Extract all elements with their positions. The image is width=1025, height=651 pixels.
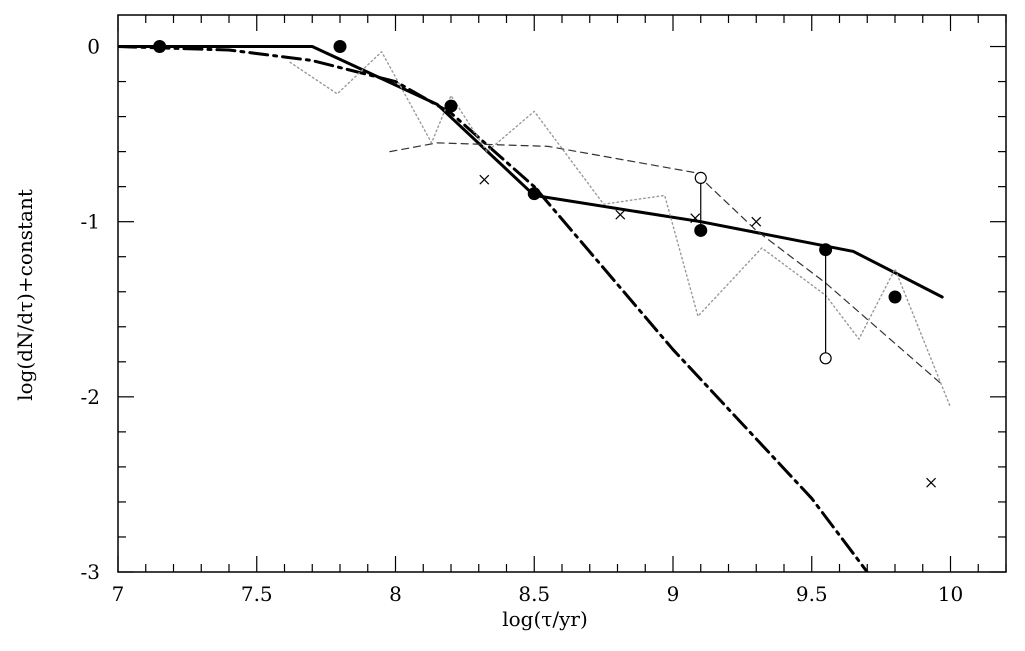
- series-line-dashed: [389, 142, 943, 386]
- tick-labels: 7 7.5 8 8.5 9 9.5 10 0 -1 -2 -3: [81, 35, 964, 606]
- y-tick-label: -2: [81, 385, 100, 409]
- y-tick-label: -1: [81, 210, 100, 234]
- filled-circle-point: [527, 187, 541, 201]
- x-tick-label: 9: [667, 582, 680, 606]
- x-axis-title: log(τ/yr): [502, 607, 588, 631]
- series-line-solid-thick: [118, 45, 944, 299]
- x-tick-label: 8.5: [518, 582, 550, 606]
- cross-point: [926, 477, 936, 488]
- filled-circle-point: [888, 290, 902, 304]
- filled-circle-point: [694, 223, 708, 237]
- x-tick-label: 7.5: [241, 582, 273, 606]
- x-tick-label: 7: [112, 582, 125, 606]
- filled-circle-point: [444, 99, 458, 113]
- cross-stroke: [926, 477, 936, 488]
- filled-circle-point: [153, 40, 167, 54]
- series-line-dash-dot: [118, 45, 869, 572]
- y-tick-label: 0: [87, 35, 100, 59]
- cross-stroke: [751, 216, 762, 227]
- y-tick-label: -3: [81, 560, 100, 584]
- x-tick-label: 9.5: [796, 582, 828, 606]
- cross-stroke: [615, 209, 626, 220]
- plot-frame: [117, 14, 1007, 573]
- cross-point: [690, 213, 701, 224]
- ticks: [117, 15, 1007, 573]
- cross-stroke: [690, 213, 701, 224]
- open-circle-point: [694, 171, 707, 184]
- x-tick-label: 8: [389, 582, 402, 606]
- series-line-dotted: [289, 51, 952, 409]
- filled-circle-point: [333, 40, 347, 54]
- marker-layer: [153, 40, 936, 488]
- y-axis-title: log(dN/dτ)+constant: [13, 189, 37, 401]
- cross-point: [751, 216, 762, 227]
- open-circle-point: [819, 352, 832, 365]
- cross-point: [479, 174, 490, 185]
- cross-point: [615, 209, 626, 220]
- x-tick-label: 10: [938, 582, 963, 606]
- filled-circle-point: [819, 243, 833, 257]
- cross-stroke: [479, 174, 490, 185]
